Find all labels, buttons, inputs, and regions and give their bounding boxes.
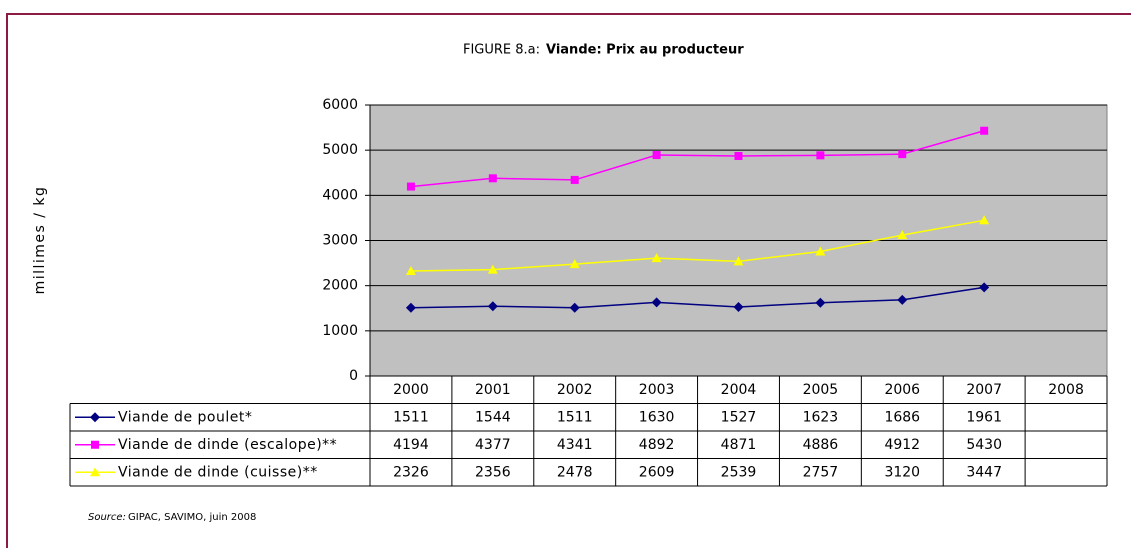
marker: [979, 215, 990, 225]
table-value: 1511: [393, 409, 429, 425]
marker: [898, 150, 907, 159]
table-value: 5430: [966, 437, 1002, 453]
legend-label: Viande de dinde (escalope)**: [118, 437, 337, 453]
marker: [733, 256, 744, 266]
marker: [569, 259, 580, 269]
y-tick-label: 2000: [322, 278, 358, 294]
table-value: 3447: [966, 464, 1002, 480]
table-value: 4912: [884, 437, 920, 453]
x-tick-label: 2003: [639, 382, 675, 398]
marker: [651, 297, 662, 308]
table-value: 2757: [803, 464, 839, 480]
table-value: 1511: [557, 409, 593, 425]
marker: [734, 151, 743, 160]
chart-title: Viande: Prix au producteur: [546, 43, 744, 58]
x-tick-label: 2002: [557, 382, 593, 398]
x-tick-label: 2007: [966, 382, 1002, 398]
marker: [815, 297, 826, 308]
x-tick-label: 2006: [884, 382, 920, 398]
marker: [570, 175, 579, 184]
table-value: 3120: [884, 464, 920, 480]
x-tick-label: 2001: [475, 382, 511, 398]
marker: [91, 440, 99, 449]
series-line: [410, 130, 985, 188]
marker: [815, 246, 826, 256]
table-value: 1544: [475, 409, 511, 425]
table-value: 4886: [803, 437, 839, 453]
marker: [90, 467, 100, 477]
marker: [897, 230, 908, 240]
marker: [651, 253, 662, 263]
marker: [980, 126, 989, 135]
series-line: [410, 219, 985, 272]
marker: [569, 302, 580, 313]
table-value: 2609: [639, 464, 675, 480]
marker: [652, 151, 661, 160]
chart-title-label: FIGURE 8.a:: [463, 43, 540, 58]
table-value: 4341: [557, 437, 593, 453]
y-tick-label: 4000: [322, 187, 358, 203]
marker: [816, 151, 825, 160]
table-value: 2326: [393, 464, 429, 480]
table-value: 2356: [475, 464, 511, 480]
marker: [405, 302, 416, 313]
marker: [487, 301, 498, 312]
y-tick-label: 3000: [322, 233, 358, 249]
table-value: 2478: [557, 464, 593, 480]
legend-label: Viande de dinde (cuisse)**: [118, 464, 318, 480]
y-tick-label: 0: [349, 368, 358, 384]
source: GIPAC, SAVIMO, juin 2008: [128, 512, 256, 523]
table-value: 4892: [639, 437, 675, 453]
marker: [897, 294, 908, 305]
y-tick-label: 6000: [322, 97, 358, 113]
marker: [488, 174, 497, 183]
marker: [487, 264, 498, 274]
marker: [979, 282, 990, 293]
table-value: 1686: [884, 409, 920, 425]
legend-label: Viande de poulet*: [118, 409, 252, 425]
x-tick-label: 2005: [803, 382, 839, 398]
marker: [406, 182, 415, 191]
y-tick-label: 1000: [322, 323, 358, 339]
table-value: 4194: [393, 437, 429, 453]
table-value: 1961: [966, 409, 1002, 425]
marker: [405, 265, 416, 275]
table-value: 1623: [803, 409, 839, 425]
x-tick-label: 2004: [721, 382, 757, 398]
y-tick-label: 5000: [322, 142, 358, 158]
x-tick-label: 2000: [393, 382, 429, 398]
table-value: 4377: [475, 437, 511, 453]
table-value: 2539: [721, 464, 757, 480]
y-axis-label: millimes / kg: [32, 186, 48, 295]
table-value: 4871: [721, 437, 757, 453]
table-value: 1527: [721, 409, 757, 425]
series-line: [410, 286, 985, 309]
table-value: 1630: [639, 409, 675, 425]
marker: [733, 302, 744, 313]
source-label: Source:: [88, 512, 126, 523]
x-tick-label: 2008: [1048, 382, 1084, 398]
marker: [90, 412, 100, 423]
